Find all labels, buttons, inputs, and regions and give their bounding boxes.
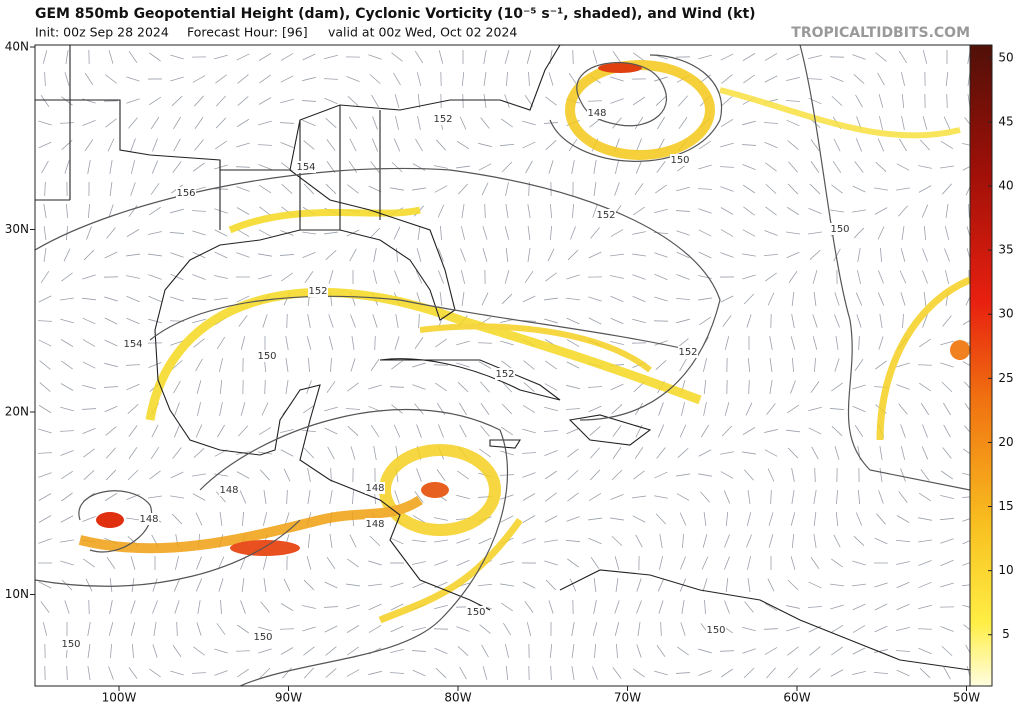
- contour-label: 148: [365, 519, 384, 530]
- contour-label: 152: [433, 114, 452, 125]
- contour-label: 148: [219, 485, 238, 496]
- lat-label: 30N: [5, 222, 29, 236]
- colorbar-label: 30: [998, 307, 1013, 321]
- contour-label: 154: [296, 162, 315, 173]
- contour-label: 156: [176, 188, 195, 199]
- init: Init: 00z Sep 28 2024: [35, 25, 169, 40]
- contour-label: 150: [253, 632, 272, 643]
- lon-label: 60W: [783, 691, 810, 705]
- contour-label: 152: [596, 210, 615, 221]
- colorbar-label: 25: [998, 371, 1013, 385]
- wind-barb: [375, 336, 376, 350]
- title: GEM 850mb Geopotential Height (dam), Cyc…: [35, 6, 756, 22]
- forecast-hour: Forecast Hour: [96]: [187, 25, 308, 40]
- lon-label: 100W: [102, 691, 137, 705]
- wind-barb: [265, 380, 266, 394]
- colorbar-label: 15: [998, 499, 1013, 513]
- wind-barb: [918, 629, 932, 630]
- lon-label: 50W: [953, 691, 980, 705]
- colorbar: [970, 45, 992, 686]
- lat-label: 40N: [5, 40, 29, 54]
- contour-label: 150: [670, 155, 689, 166]
- wind-barb: [947, 94, 948, 108]
- colorbar-label: 40: [998, 179, 1013, 193]
- contour-label: 150: [257, 351, 276, 362]
- wind-barb: [280, 629, 294, 630]
- lon-label: 70W: [614, 691, 641, 705]
- colorbar-label: 20: [998, 435, 1013, 449]
- contour-label: 150: [830, 224, 849, 235]
- contour-label: 152: [678, 347, 697, 358]
- contour-label: 150: [61, 639, 80, 650]
- watermark: TROPICALTIDBITS.COM: [791, 25, 970, 41]
- colorbar-label: 5: [1002, 627, 1010, 641]
- contour-label: 148: [365, 483, 384, 494]
- colorbar-label: 10: [998, 563, 1013, 577]
- contour-label: 154: [123, 339, 142, 350]
- contour-label: 150: [466, 607, 485, 618]
- contour-label: 150: [706, 625, 725, 636]
- lon-label: 80W: [444, 691, 471, 705]
- contour-label: 148: [587, 108, 606, 119]
- lon-label: 90W: [275, 691, 302, 705]
- colorbar-label: 35: [998, 243, 1013, 257]
- contour-label: 148: [139, 514, 158, 525]
- contour-label: 152: [308, 286, 327, 297]
- colorbar-label: 45: [998, 114, 1013, 128]
- map: 152 154 156 152 150 148 150 152 154 150 152 152 148 1…: [35, 45, 976, 686]
- wind-barb: [463, 94, 464, 108]
- colorbar-label: 50: [998, 50, 1013, 64]
- lat-label: 10N: [5, 587, 29, 601]
- contour-label: 152: [495, 369, 514, 380]
- lat-label: 20N: [5, 405, 29, 419]
- valid-time: valid at 00z Wed, Oct 02 2024: [328, 25, 517, 40]
